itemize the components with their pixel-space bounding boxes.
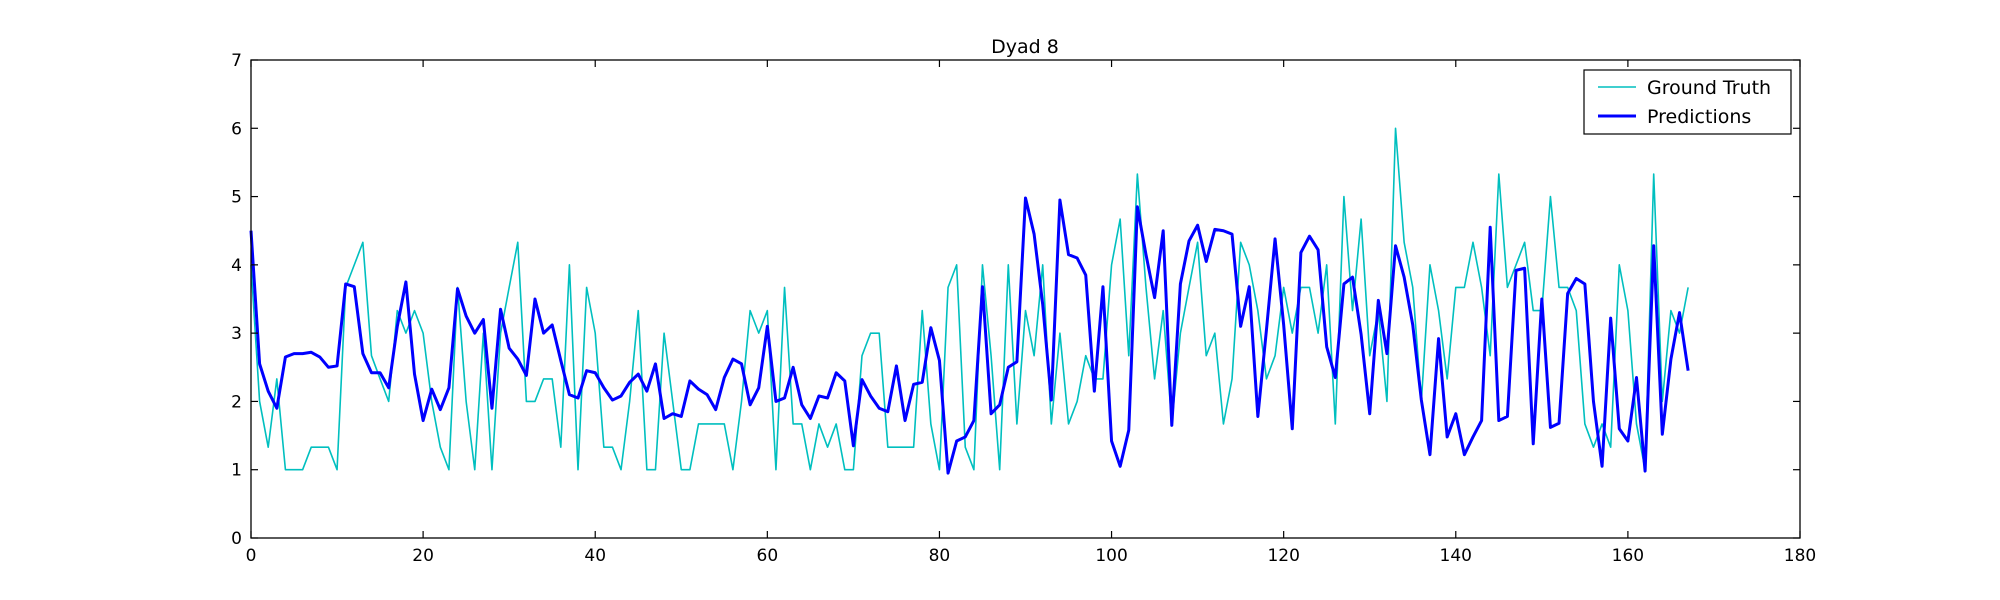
y-tick-label: 5: [231, 188, 242, 208]
y-tick-label: 1: [231, 461, 242, 481]
x-tick-label: 180: [1784, 546, 1816, 566]
plot-frame: [250, 59, 1801, 539]
x-tick-label: 80: [929, 546, 951, 566]
x-tick-label: 160: [1612, 546, 1644, 566]
y-tick-label: 3: [231, 324, 242, 344]
x-tick-label: 40: [584, 546, 606, 566]
x-tick-label: 100: [1095, 546, 1127, 566]
x-tick-label: 140: [1440, 546, 1472, 566]
legend-box: [1583, 69, 1792, 135]
x-tick-label: 120: [1267, 546, 1299, 566]
legend: Ground Truth Predictions: [1583, 69, 1792, 135]
series-line-ground-truth: [250, 127, 1689, 471]
chart-title: Dyad 8: [991, 36, 1059, 58]
x-tick-label: 20: [412, 546, 434, 566]
y-tick-label: 2: [231, 392, 242, 412]
y-tick-label: 7: [231, 51, 242, 71]
legend-label-predictions: Predictions: [1647, 106, 1751, 128]
legend-label-ground-truth: Ground Truth: [1647, 77, 1771, 99]
y-tick-label: 6: [231, 119, 242, 139]
y-tick-label: 4: [231, 256, 242, 276]
series-line-predictions: [249, 196, 1690, 475]
x-tick-label: 0: [246, 546, 257, 566]
x-tick-label: 60: [757, 546, 779, 566]
y-tick-label: 0: [231, 529, 242, 549]
